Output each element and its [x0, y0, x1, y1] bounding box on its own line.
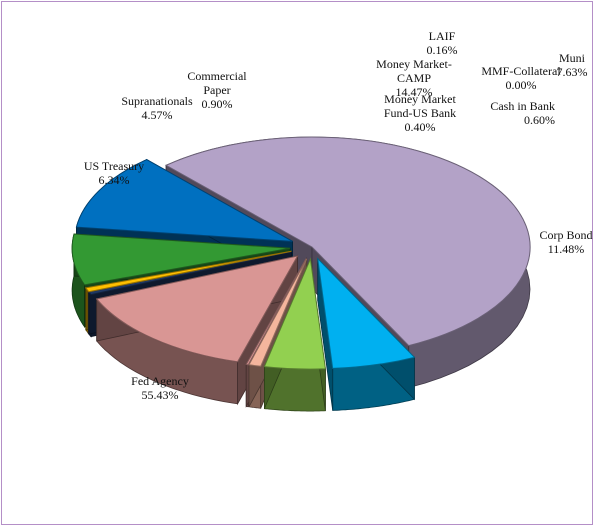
slice-label-mmf-collateral: MMF-Collateral 0.00% [481, 64, 561, 92]
slice-label-line: 0.16% [427, 43, 458, 57]
slice-label-muni: Muni 7.63% [557, 51, 588, 79]
slice-label-line: Cash in Bank [490, 99, 555, 113]
slice-label-line: Muni [559, 51, 586, 65]
slice-label-line: Corp Bond [539, 228, 592, 242]
slice-label-line: Money Market- [376, 57, 452, 71]
slice-label-line: 4.57% [142, 108, 173, 122]
slice-label-fed-agency: Fed Agency 55.43% [131, 374, 189, 402]
slice-label-line: 14.47% [396, 85, 433, 99]
slice-label-line: Supranationals [121, 94, 193, 108]
slice-label-line: Fund-US Bank [384, 106, 456, 120]
slice-label-corp-bond: Corp Bond 11.48% [539, 228, 592, 256]
slice-label-line: 0.40% [405, 120, 436, 134]
slice-label-line: Commercial [187, 69, 247, 83]
pie-slice-top-laif [245, 258, 307, 366]
slice-label-us-treasury: US Treasury 6.34% [84, 159, 144, 187]
pie-slice-top-muni [71, 233, 291, 286]
slice-label-money-market-camp: Money Market-CAMP 14.47% [376, 57, 452, 99]
pie-slice-top-cash-in-bank [84, 250, 292, 293]
slice-label-line: MMF-Collateral [481, 64, 561, 78]
slice-label-commercial-paper: Commercial Paper 0.90% [187, 69, 247, 111]
slice-label-line: 0.90% [202, 97, 233, 111]
pie-slice-top-fed-agency [164, 136, 531, 347]
slice-label-line: 6.34% [99, 173, 130, 187]
pie-slice-top-supranationals [263, 257, 326, 370]
slice-label-line: 7.63% [557, 65, 588, 79]
slice-label-line: LAIF [429, 29, 456, 43]
pie-slice-top-us-treasury [317, 257, 416, 369]
slice-label-line: 55.43% [142, 388, 179, 402]
slice-label-supranationals: Supranationals 4.57% [121, 94, 193, 122]
slice-label-laif: LAIF 0.16% [427, 29, 458, 57]
slice-label-money-market-fund-us-bank: Money Market Fund-US Bank 0.40% [384, 92, 457, 134]
slice-label-line: 0.60% [524, 113, 555, 127]
slice-label-line: 0.00% [506, 78, 537, 92]
slice-label-line: Money Market [384, 92, 456, 106]
slice-label-line: CAMP [397, 71, 431, 85]
pie-slice-top-commercial-paper [248, 258, 308, 367]
slice-label-line: Paper [203, 83, 230, 97]
slice-label-line: 11.48% [548, 242, 585, 256]
slice-label-cash-in-bank: Cash in Bank 0.60% [490, 99, 555, 127]
pie-slice-top-money-market-camp [95, 255, 299, 363]
slice-label-line: US Treasury [84, 159, 144, 173]
pie-slice-top-corp-bond [75, 159, 293, 242]
slice-label-line: Fed Agency [131, 374, 189, 388]
